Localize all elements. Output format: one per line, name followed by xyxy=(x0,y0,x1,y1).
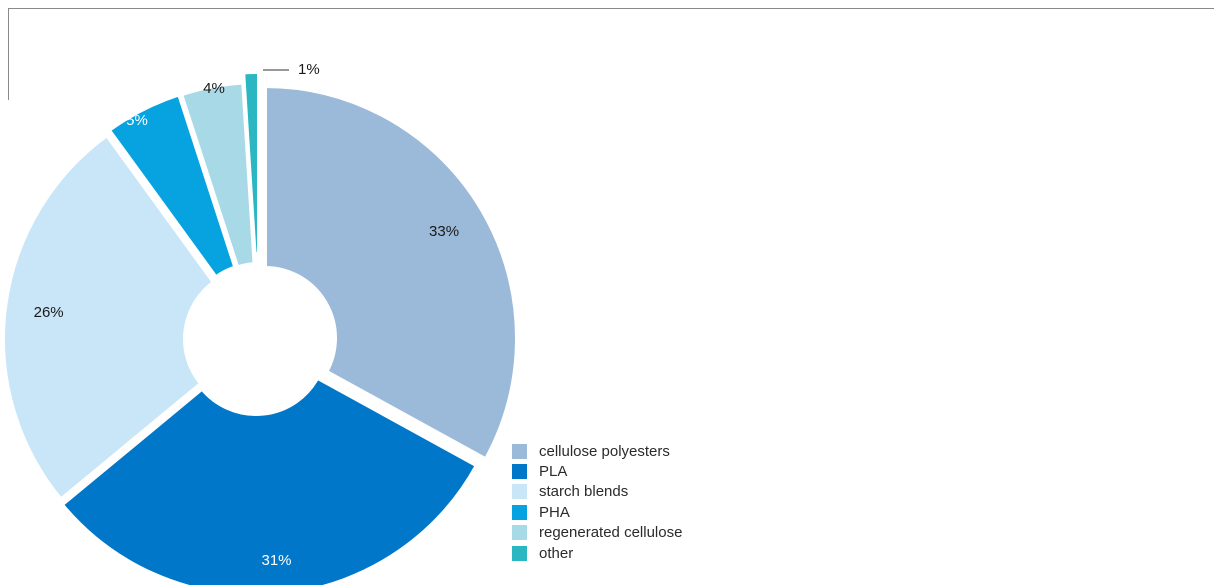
legend-item: starch blends xyxy=(512,482,682,502)
legend-label: PLA xyxy=(539,463,568,481)
frame-top-border xyxy=(8,8,1214,9)
legend-swatch xyxy=(512,545,527,561)
legend-item: PHA xyxy=(512,502,682,522)
data-label-starch-blends: 26% xyxy=(34,304,64,321)
legend-label: regenerated cellulose xyxy=(539,524,683,542)
legend-item: other xyxy=(512,543,682,563)
legend-swatch xyxy=(512,464,527,480)
legend-label: cellulose polyesters xyxy=(539,442,670,460)
slice-other xyxy=(241,69,261,257)
data-label-pla: 31% xyxy=(262,552,292,569)
legend-label: starch blends xyxy=(539,483,629,501)
legend-swatch xyxy=(512,504,527,520)
data-label-other: 1% xyxy=(298,61,320,78)
frame-left-border xyxy=(8,8,9,100)
data-label-cellulose-polyesters: 33% xyxy=(429,223,459,240)
chart-legend: cellulose polyesters PLA starch blends PHA r… xyxy=(512,441,682,563)
data-label-regenerated-cellulose: 4% xyxy=(203,80,225,97)
legend-swatch xyxy=(512,525,527,541)
slice-cellulose-polyesters xyxy=(263,83,519,463)
legend-swatch xyxy=(512,484,527,500)
legend-label: PHA xyxy=(539,503,570,521)
data-label-pha: 5% xyxy=(126,112,148,129)
legend-item: cellulose polyesters xyxy=(512,441,682,461)
slice-pla xyxy=(59,375,480,585)
legend-item: regenerated cellulose xyxy=(512,523,682,543)
legend-item: PLA xyxy=(512,461,682,481)
slice-starch-blends xyxy=(1,132,217,503)
legend-swatch xyxy=(512,443,527,459)
legend-label: other xyxy=(539,544,574,562)
